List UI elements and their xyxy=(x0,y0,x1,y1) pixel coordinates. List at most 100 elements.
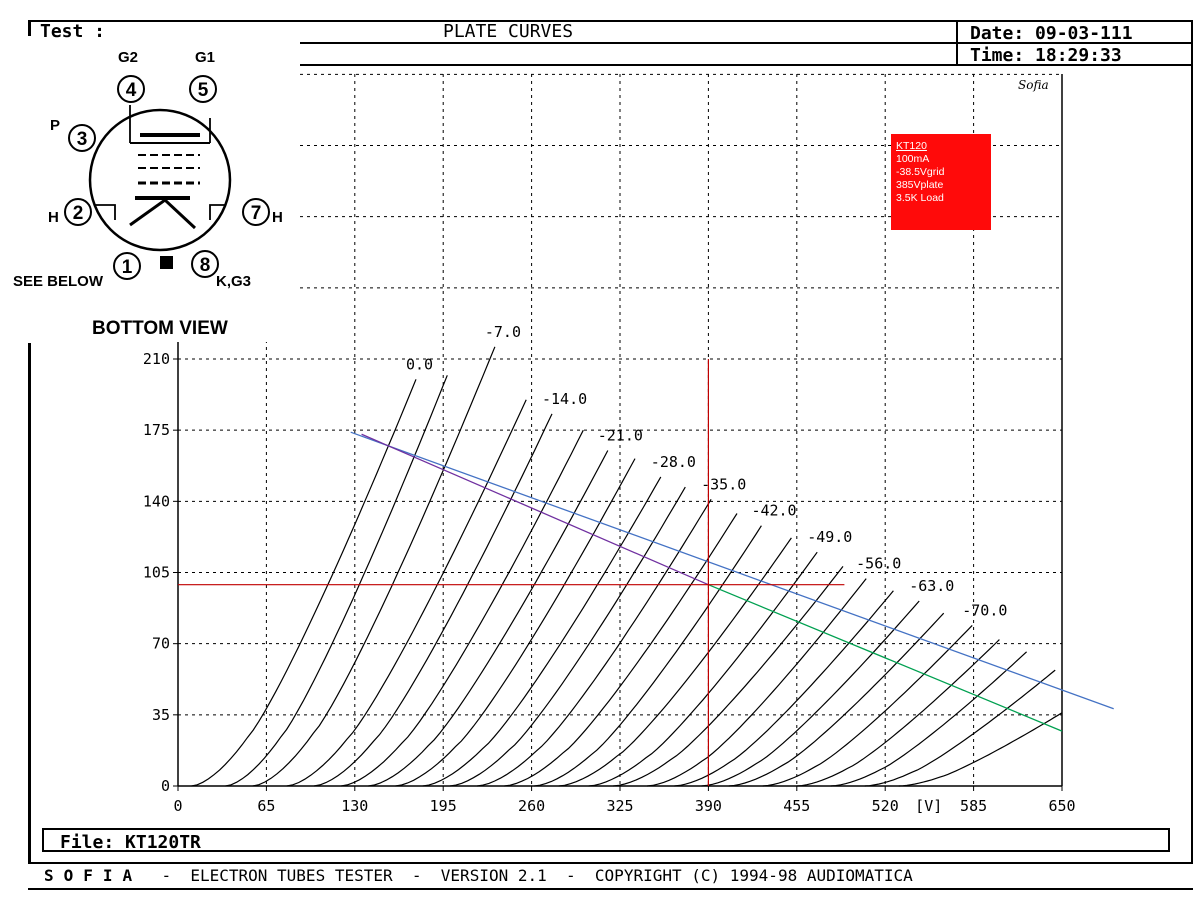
y-tick-label: 35 xyxy=(152,706,170,724)
header-divider-1 xyxy=(300,42,1193,44)
pin-circle xyxy=(68,124,96,152)
pin-circle xyxy=(113,252,141,280)
curve-label: -14.0 xyxy=(542,390,587,408)
x-tick-label: 650 xyxy=(1048,797,1075,815)
chart-title: PLATE CURVES xyxy=(443,21,574,42)
plate-curve xyxy=(286,399,527,787)
pin-label: K,G3 xyxy=(216,273,251,290)
footer-divider xyxy=(28,862,1193,864)
pin-circle xyxy=(191,250,219,278)
plate-curve xyxy=(898,712,1063,787)
frame-left-lower xyxy=(28,343,31,863)
y-tick-label: 140 xyxy=(143,492,170,510)
plate-curve xyxy=(674,590,894,787)
curve-label: -56.0 xyxy=(856,555,901,573)
footer: SOFIA - ELECTRON TUBES TESTER - VERSION … xyxy=(44,866,913,885)
pin-number: 1 xyxy=(122,257,133,278)
x-tick-label: 520 xyxy=(872,797,899,815)
pin-label: G2 xyxy=(118,49,138,66)
curve-label: -28.0 xyxy=(651,453,696,471)
plate-curve xyxy=(613,566,844,787)
plate-curve xyxy=(830,651,1028,787)
axes xyxy=(173,74,1063,791)
date-label: Date: 09-03-111 xyxy=(970,23,1133,44)
annotation-line: 100mA xyxy=(896,153,930,165)
x-tick-label: 585 xyxy=(960,797,987,815)
frame-top xyxy=(28,20,1193,22)
x-tick-label: 260 xyxy=(518,797,545,815)
y-tick-label: 70 xyxy=(152,635,170,653)
pin-number: 5 xyxy=(198,80,209,101)
y-tick-label: 210 xyxy=(143,350,170,368)
annotation-line: 3.5K Load xyxy=(896,192,944,204)
x-tick-label: 0 xyxy=(173,797,182,815)
pin-circle xyxy=(64,198,92,226)
plate-curve xyxy=(191,379,417,787)
x-tick-label: 65 xyxy=(257,797,275,815)
pin-circle xyxy=(189,75,217,103)
curve-label: -35.0 xyxy=(701,475,746,493)
header-date-sep xyxy=(956,20,958,66)
pin-label: P xyxy=(50,117,60,134)
plate-curve xyxy=(477,498,712,787)
pin-label: G1 xyxy=(195,49,215,66)
plate-curve xyxy=(252,346,496,787)
pin-label: SEE BELOW xyxy=(13,273,104,290)
bottom-view-label: BOTTOM VIEW xyxy=(92,318,228,339)
pin-label: H xyxy=(272,209,283,226)
brand-tag: Sofia xyxy=(1018,78,1049,92)
footer-text: - ELECTRON TUBES TESTER - VERSION 2.1 - … xyxy=(142,866,913,885)
file-box xyxy=(42,828,1170,852)
pin-number: 3 xyxy=(77,129,88,150)
plate-curve xyxy=(534,525,762,787)
plate-curve xyxy=(701,600,920,787)
plate-curve xyxy=(558,537,792,787)
annotation-line: 385Vplate xyxy=(896,179,944,191)
x-tick-label: 195 xyxy=(430,797,457,815)
pin-number: 2 xyxy=(73,203,84,224)
tube-envelope-circle xyxy=(88,108,232,252)
plate-curve xyxy=(395,458,636,787)
y-tick-label: 105 xyxy=(143,564,170,582)
file-label: File: KT120TR xyxy=(60,832,201,853)
curve-label: -70.0 xyxy=(962,601,1007,619)
plate-curve xyxy=(504,513,738,787)
plate-curve xyxy=(368,450,609,787)
time-label: Time: 18:29:33 xyxy=(970,45,1122,66)
tube-pinout-diagram xyxy=(0,60,300,342)
curve-labels: 0.0 -7.0 -14.0 -21.0 -28.0 -35.0 -42.0 -49.0-56… xyxy=(406,323,1007,620)
plate-curve xyxy=(449,486,686,787)
x-axis-label: [V] xyxy=(915,797,942,815)
plate-curve xyxy=(341,429,584,787)
plate-curve xyxy=(728,612,945,787)
curve-label: -21.0 xyxy=(598,427,643,445)
annotation-line: -38.5Vgrid xyxy=(896,166,945,178)
pin-number: 8 xyxy=(200,255,211,276)
tick-labels: 0 65 130 195 260 325 390 455 520 585 650 [V] 0 35 70 10… xyxy=(143,350,1076,815)
plate-curve xyxy=(313,413,553,787)
y-tick-label: 0 xyxy=(161,777,170,795)
curve-label: -63.0 xyxy=(909,577,954,595)
load-line xyxy=(361,433,709,586)
x-tick-label: 130 xyxy=(341,797,368,815)
pin-circle xyxy=(117,75,145,103)
pin-circle xyxy=(242,198,270,226)
pin-number: 7 xyxy=(251,203,262,224)
plate-curve xyxy=(588,551,818,787)
test-label: Test : xyxy=(40,21,106,42)
curve-label: 0.0 xyxy=(406,355,433,373)
lead-h2 xyxy=(209,204,225,220)
curve-label: -7.0 xyxy=(485,323,521,341)
plate-curve xyxy=(796,639,1000,787)
annotation-title: KT120 xyxy=(896,140,927,152)
operating-point-annotation: KT120 100mA -38.5Vgrid 385Vplate 3.5K Lo… xyxy=(891,134,991,230)
x-tick-label: 455 xyxy=(783,797,810,815)
curves xyxy=(191,346,1063,787)
key-notch xyxy=(160,256,173,269)
pin-label: H xyxy=(48,209,59,226)
x-tick-label: 325 xyxy=(606,797,633,815)
curve-label: -42.0 xyxy=(751,502,796,520)
load-lines xyxy=(178,359,1114,786)
